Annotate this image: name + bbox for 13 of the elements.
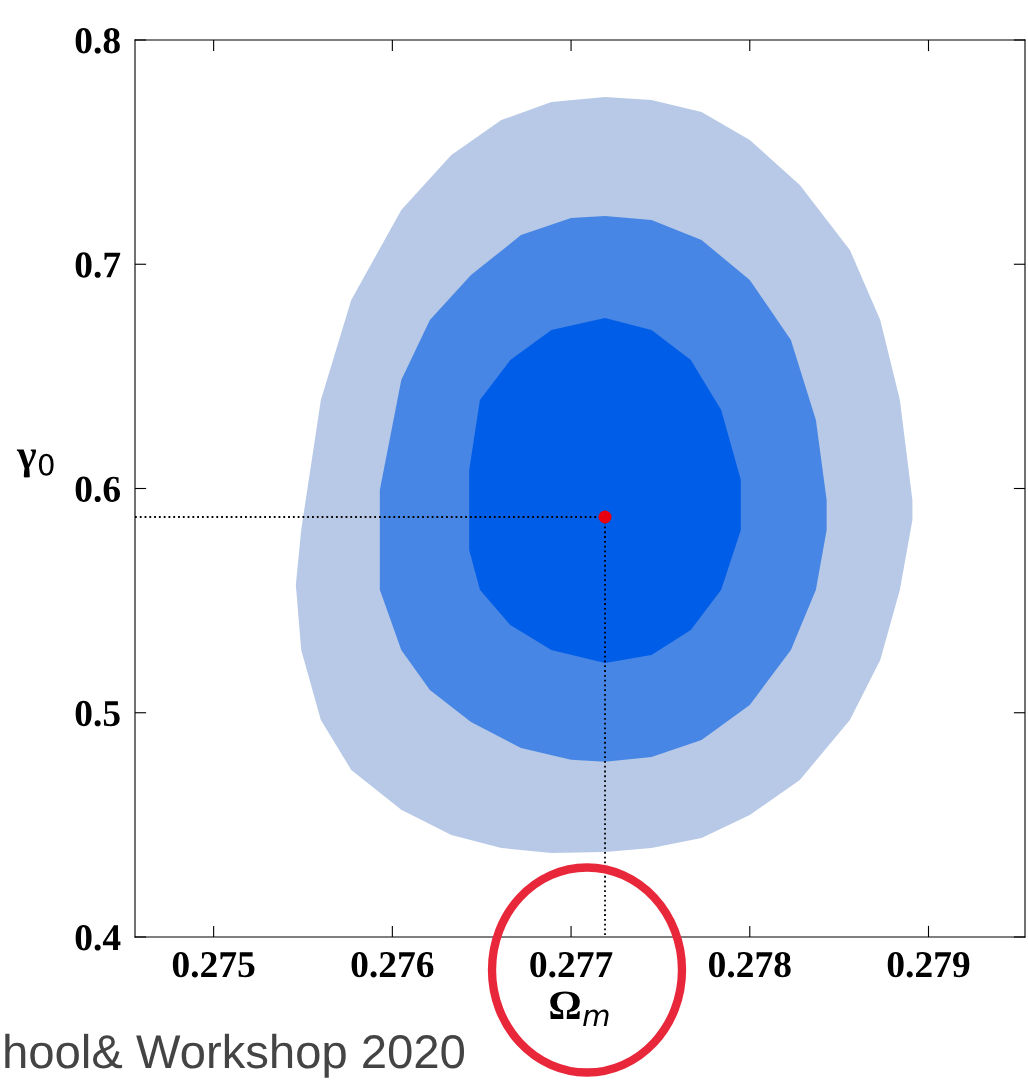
x-tick-label: 0.279 (887, 951, 970, 978)
y-tick-label: 0.6 (75, 476, 121, 503)
x-tick-label: 0.278 (709, 951, 791, 978)
x-axis-title: Ω$_{m}$ (550, 991, 609, 1026)
y-axis-title: γ$_{0}$ (16, 449, 54, 478)
y-tick-label: 0.4 (75, 925, 121, 951)
y-tick-label: 0.7 (75, 252, 121, 278)
x-tick-label: 0.277 (530, 951, 613, 978)
x-tick-label: 0.276 (351, 951, 434, 978)
y-tick-label: 0.8 (75, 28, 120, 54)
y-tick-label: 0.5 (75, 700, 120, 727)
text: hool& Workshop 2020 (5, 1033, 465, 1078)
x-tick-label: 0.275 (172, 951, 255, 978)
